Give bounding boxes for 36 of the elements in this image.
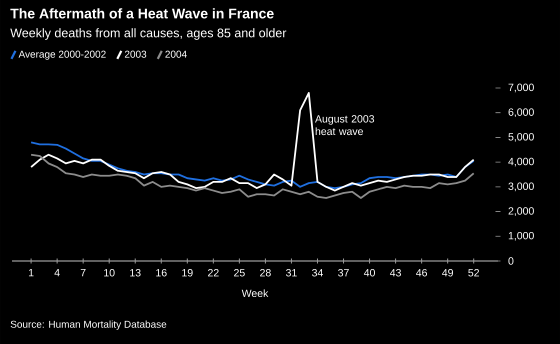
x-tick-label: 34	[312, 269, 323, 276]
source-note: Source: Human Mortality Database	[10, 320, 166, 330]
line-series	[30, 92, 475, 192]
y-tick-label: 3,000	[508, 182, 534, 192]
x-tick-label: 25	[234, 269, 245, 276]
y-tick-label: 5,000	[508, 133, 534, 142]
y-tick-label: 1,000	[508, 232, 534, 241]
y-tick-label: 7,000	[508, 84, 534, 92]
x-tick-label: 49	[442, 269, 453, 276]
legend-label: 2003	[124, 50, 146, 58]
x-tick-label: 10	[104, 269, 115, 276]
x-tick-label: 7	[80, 269, 86, 276]
y-tick-label: 6,000	[508, 108, 534, 118]
x-tick-label: 31	[286, 269, 297, 276]
x-tick-label: 40	[364, 269, 375, 276]
line-series	[30, 141, 475, 189]
x-tick-label: 16	[156, 269, 167, 276]
x-tick-label: 52	[468, 269, 479, 276]
y-tick-label: 0	[508, 257, 514, 265]
annotation: August 2003 heat wave	[315, 115, 374, 136]
x-tick-label: 4	[54, 269, 60, 276]
x-axis-title: Week	[242, 289, 268, 298]
x-tick-label: 1	[28, 269, 34, 276]
x-tick-label: 37	[338, 269, 349, 276]
x-tick-label: 22	[208, 269, 219, 276]
legend-label: Average 2000-2002	[18, 50, 106, 60]
x-tick-label: 46	[416, 269, 427, 276]
y-tick-label: 2,000	[508, 207, 534, 216]
y-tick-label: 4,000	[508, 158, 534, 166]
x-tick-label: 19	[182, 269, 193, 276]
chart-title: The Aftermath of a Heat Wave in France	[10, 8, 274, 18]
x-tick-label: 28	[260, 269, 271, 276]
legend-label: 2004	[165, 50, 187, 58]
chart-subtitle: Weekly deaths from all causes, ages 85 and older	[10, 28, 286, 40]
x-tick-label: 43	[390, 269, 401, 276]
x-tick-label: 13	[130, 269, 141, 276]
